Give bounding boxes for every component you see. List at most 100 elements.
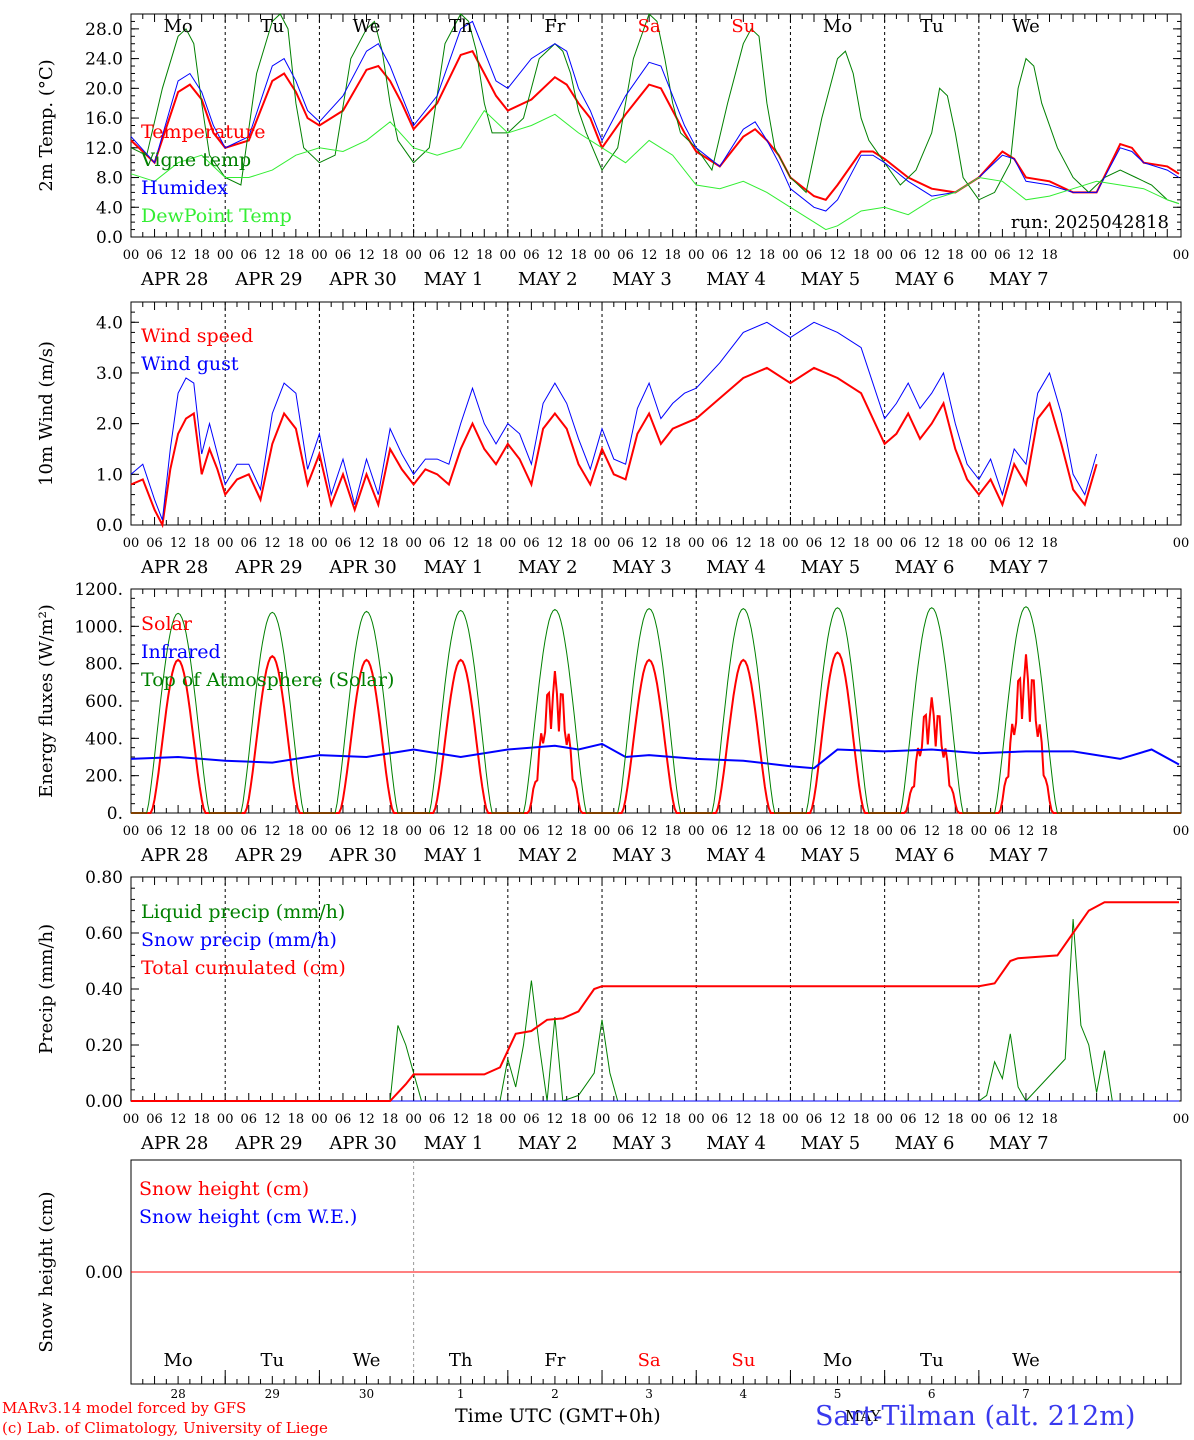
series-line-infrared [130, 742, 1180, 770]
date-label: APR 30 [328, 845, 396, 866]
hour-tick-label: 18 [382, 824, 399, 839]
date-label: MAY 5 [800, 845, 860, 866]
station-name: Sart-Tilman (alt. 212m) [815, 1401, 1136, 1432]
hour-tick-label: 06 [900, 824, 917, 839]
hour-tick-label: 06 [523, 824, 540, 839]
hour-tick-label: 12 [735, 248, 752, 263]
hour-tick-label: 06 [146, 824, 163, 839]
hour-tick-label: 12 [547, 1112, 564, 1127]
hour-tick-label: 06 [240, 248, 257, 263]
weekday-label: Su [731, 16, 755, 37]
date-label: MAY 7 [989, 269, 1049, 290]
hour-tick-label: 12 [641, 1112, 658, 1127]
hour-tick-label: 12 [923, 1112, 940, 1127]
hour-tick-label: 18 [382, 1112, 399, 1127]
hour-tick-label: 00 [500, 824, 517, 839]
hour-tick-label: 12 [1018, 248, 1035, 263]
y-axis-label: Energy fluxes (W/m²) [36, 604, 57, 798]
hour-tick-label: 18 [664, 824, 681, 839]
hour-tick-label: 12 [170, 824, 187, 839]
weekday-label: Mo [823, 16, 852, 37]
hour-tick-label: 12 [358, 248, 375, 263]
hour-tick-label: 00 [311, 536, 328, 551]
hour-tick-label: 00 [311, 248, 328, 263]
date-label: MAY 6 [895, 269, 955, 290]
hour-tick-label: 00 [971, 536, 988, 551]
hour-tick-label: 12 [264, 248, 281, 263]
weekday-label: Tu [920, 16, 944, 37]
hour-tick-label: 18 [193, 536, 210, 551]
hour-tick-label: 06 [335, 536, 352, 551]
hour-tick-label: 06 [429, 536, 446, 551]
hour-tick-label: 06 [806, 824, 823, 839]
day-number-label: 28 [170, 1387, 185, 1401]
hour-tick-label: 00 [688, 248, 705, 263]
hour-tick-label: 18 [947, 536, 964, 551]
date-label: MAY 2 [518, 557, 578, 578]
date-label: APR 29 [234, 269, 302, 290]
date-label: MAY 1 [424, 845, 484, 866]
hour-tick-label: 18 [476, 536, 493, 551]
hour-tick-label: 00 [876, 536, 893, 551]
x-axis-title: Time UTC (GMT+0h) [455, 1405, 661, 1427]
hour-tick-label: 18 [382, 536, 399, 551]
y-tick-label: 28.0 [85, 20, 123, 40]
date-label: MAY 3 [612, 1133, 672, 1154]
hour-tick-label: 00 [688, 824, 705, 839]
hour-tick-label: 00 [594, 1112, 611, 1127]
hour-tick-label: 12 [1018, 536, 1035, 551]
hour-tick-label: 18 [288, 824, 305, 839]
hour-tick-label: 00 [123, 824, 140, 839]
legend-entry: Total cumulated (cm) [141, 957, 346, 979]
hour-tick-label: 00 [876, 1112, 893, 1127]
y-tick-label: 0.0 [96, 516, 123, 536]
hour-tick-label: 12 [547, 824, 564, 839]
hour-tick-label: 18 [570, 824, 587, 839]
y-tick-label: 0.80 [85, 868, 123, 888]
hour-tick-label: 18 [476, 824, 493, 839]
weekday-label: Tu [920, 1350, 944, 1371]
hour-tick-label: 12 [170, 1112, 187, 1127]
weekday-label: Tu [261, 16, 285, 37]
hour-tick-label: 18 [193, 248, 210, 263]
y-tick-label: 24.0 [85, 50, 123, 70]
date-label: MAY 1 [424, 269, 484, 290]
y-axis-label: 2m Temp. (°C) [36, 59, 57, 191]
legend-entry: Solar [141, 613, 193, 635]
hour-tick-label: 18 [1041, 248, 1058, 263]
hour-tick-label: 12 [358, 536, 375, 551]
hour-tick-label: 00 [876, 824, 893, 839]
hour-tick-label: 12 [452, 1112, 469, 1127]
hour-tick-label: 00 [405, 536, 422, 551]
date-label: MAY 4 [706, 557, 766, 578]
hour-tick-label: 06 [429, 1112, 446, 1127]
hour-tick-label: 06 [523, 248, 540, 263]
panel-5 [130, 1159, 1182, 1385]
hour-tick-label: 06 [900, 536, 917, 551]
weekday-label: We [1012, 16, 1040, 37]
date-label: APR 29 [234, 1133, 302, 1154]
hour-tick-label: 12 [1018, 824, 1035, 839]
series-line-vigne-temp [130, 13, 1180, 205]
hour-tick-label: 00 [217, 248, 234, 263]
hour-tick-label: 00 [1173, 824, 1190, 839]
hour-tick-label: 12 [923, 248, 940, 263]
date-label: APR 30 [328, 269, 396, 290]
hour-tick-label: 00 [311, 824, 328, 839]
date-label: MAY 4 [706, 845, 766, 866]
date-label: MAY 7 [989, 557, 1049, 578]
hour-tick-label: 06 [900, 248, 917, 263]
y-tick-label: 1000. [74, 617, 123, 637]
weekday-label: Mo [163, 16, 192, 37]
hour-tick-label: 06 [806, 536, 823, 551]
hour-tick-label: 06 [240, 536, 257, 551]
hour-tick-label: 18 [853, 536, 870, 551]
hour-tick-label: 06 [806, 1112, 823, 1127]
y-tick-label: 2.0 [96, 415, 123, 435]
hour-tick-label: 06 [617, 1112, 634, 1127]
day-number-label: 1 [457, 1387, 465, 1401]
legend-entry: Vigne temp [140, 149, 251, 171]
hour-tick-label: 00 [1173, 248, 1190, 263]
weekday-label: Fr [544, 1350, 565, 1371]
y-tick-label: 0.00 [85, 1092, 123, 1112]
